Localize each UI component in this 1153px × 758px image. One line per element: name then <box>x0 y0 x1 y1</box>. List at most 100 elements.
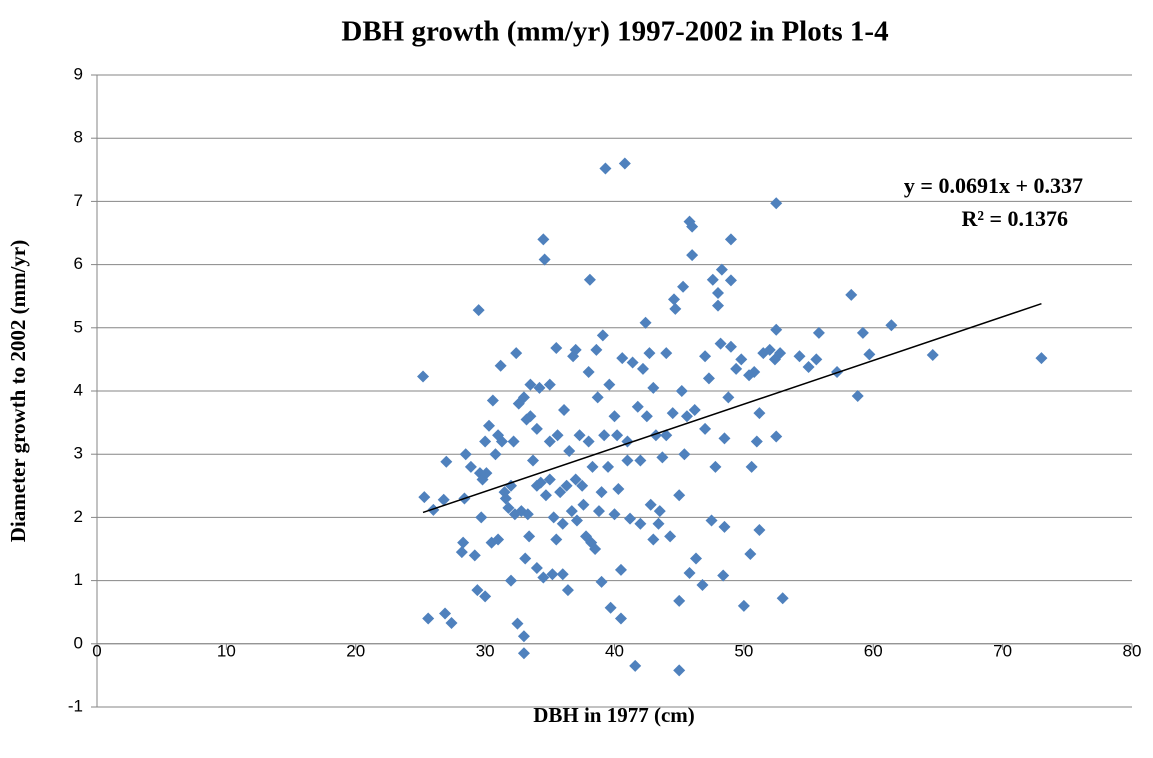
data-point <box>802 360 815 373</box>
data-point <box>863 348 876 361</box>
data-point <box>573 429 586 442</box>
data-point <box>652 517 665 530</box>
data-point <box>696 579 709 592</box>
data-point <box>718 432 731 445</box>
y-tick-label: 6 <box>74 254 83 273</box>
data-point <box>614 563 627 576</box>
data-point <box>565 505 578 518</box>
data-point <box>437 493 450 506</box>
x-axis-title: DBH in 1977 (cm) <box>533 703 695 727</box>
data-point <box>517 647 530 660</box>
data-point <box>592 505 605 518</box>
data-point <box>745 460 758 473</box>
data-point <box>712 287 724 300</box>
data-point <box>793 350 806 363</box>
data-point <box>714 337 727 350</box>
data-point <box>664 530 677 543</box>
data-point <box>533 381 546 394</box>
x-tick-label: 40 <box>605 641 624 660</box>
data-point <box>569 473 582 486</box>
data-point <box>479 590 492 603</box>
data-point <box>554 486 567 499</box>
data-point <box>517 630 530 643</box>
data-point <box>614 612 627 625</box>
data-point <box>724 274 737 287</box>
data-point <box>629 659 642 672</box>
data-point <box>583 273 596 286</box>
x-tick-label: 20 <box>346 641 365 660</box>
data-point <box>556 517 569 530</box>
data-point <box>480 467 493 480</box>
data-point <box>647 533 660 546</box>
y-tick-label: 3 <box>74 444 83 463</box>
y-tick-label: 0 <box>74 633 83 652</box>
data-point <box>472 304 485 317</box>
data-point <box>537 571 550 584</box>
x-tick-label: 10 <box>217 641 236 660</box>
data-point <box>551 429 564 442</box>
data-point <box>618 157 631 170</box>
data-point <box>479 435 492 448</box>
data-point <box>666 407 679 420</box>
data-point <box>624 512 637 525</box>
data-point <box>511 617 524 630</box>
data-point <box>705 514 718 527</box>
data-point <box>744 548 757 561</box>
data-point <box>636 362 649 375</box>
data-point <box>537 233 550 246</box>
data-point <box>598 429 611 442</box>
data-point <box>502 501 515 514</box>
data-point <box>735 353 748 366</box>
data-point <box>712 299 724 312</box>
x-tick-label: 30 <box>476 641 495 660</box>
data-point <box>611 429 624 442</box>
data-point <box>673 489 686 502</box>
data-point <box>669 302 682 315</box>
data-point <box>753 524 766 537</box>
data-point <box>612 482 625 495</box>
data-point <box>748 366 761 379</box>
data-point <box>706 273 719 286</box>
data-point <box>640 410 653 423</box>
data-point <box>1035 352 1048 365</box>
data-point <box>556 568 569 581</box>
data-point <box>724 233 737 246</box>
data-point <box>590 343 603 356</box>
data-point <box>560 479 573 492</box>
data-point <box>445 616 458 629</box>
data-point <box>582 435 595 448</box>
data-point <box>845 288 858 301</box>
data-point <box>586 460 599 473</box>
x-tick-label: 80 <box>1123 641 1142 660</box>
data-point <box>702 372 715 385</box>
data-point <box>621 454 634 467</box>
data-point <box>715 263 728 276</box>
data-point <box>699 350 712 363</box>
data-point <box>596 329 609 342</box>
x-tick-label: 50 <box>734 641 753 660</box>
data-point <box>604 601 617 614</box>
data-point <box>851 390 864 403</box>
data-point <box>589 543 602 555</box>
data-point <box>521 508 534 521</box>
data-point <box>812 326 825 339</box>
data-point <box>505 479 517 492</box>
data-point <box>647 381 660 394</box>
data-point <box>468 549 481 562</box>
data-point <box>519 552 532 565</box>
data-point <box>724 340 737 353</box>
data-point <box>499 492 512 505</box>
y-tick-label: 1 <box>74 570 83 589</box>
data-point <box>810 353 823 366</box>
data-point <box>439 607 452 620</box>
data-point <box>722 391 735 404</box>
data-point <box>631 400 644 413</box>
data-point <box>717 569 730 582</box>
data-point <box>643 347 656 360</box>
data-point <box>885 319 898 332</box>
data-point <box>673 664 686 677</box>
data-point <box>770 323 783 336</box>
y-tick-label: 2 <box>74 507 83 526</box>
data-point <box>475 511 488 524</box>
